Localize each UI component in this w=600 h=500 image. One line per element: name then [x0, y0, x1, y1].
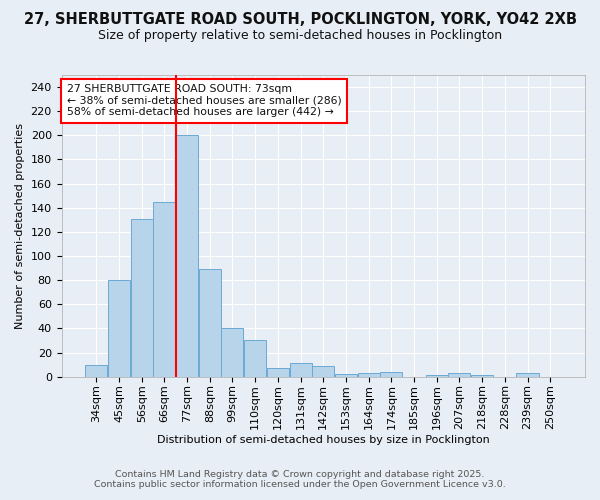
Bar [154, 202, 175, 376]
Text: Contains HM Land Registry data © Crown copyright and database right 2025.
Contai: Contains HM Land Registry data © Crown c… [94, 470, 506, 489]
Bar [244, 340, 266, 376]
Bar [290, 364, 311, 376]
Bar [312, 366, 334, 376]
Bar [380, 372, 403, 376]
Bar [448, 373, 470, 376]
Bar [176, 136, 198, 376]
Bar [267, 368, 289, 376]
Y-axis label: Number of semi-detached properties: Number of semi-detached properties [15, 123, 25, 329]
Bar [108, 280, 130, 376]
Bar [131, 218, 153, 376]
Bar [85, 364, 107, 376]
Bar [335, 374, 357, 376]
X-axis label: Distribution of semi-detached houses by size in Pocklington: Distribution of semi-detached houses by … [157, 435, 490, 445]
Text: 27, SHERBUTTGATE ROAD SOUTH, POCKLINGTON, YORK, YO42 2XB: 27, SHERBUTTGATE ROAD SOUTH, POCKLINGTON… [23, 12, 577, 28]
Bar [221, 328, 244, 376]
Text: 27 SHERBUTTGATE ROAD SOUTH: 73sqm
← 38% of semi-detached houses are smaller (286: 27 SHERBUTTGATE ROAD SOUTH: 73sqm ← 38% … [67, 84, 341, 117]
Bar [358, 373, 380, 376]
Text: Size of property relative to semi-detached houses in Pocklington: Size of property relative to semi-detach… [98, 29, 502, 42]
Bar [199, 270, 221, 376]
Bar [517, 373, 539, 376]
